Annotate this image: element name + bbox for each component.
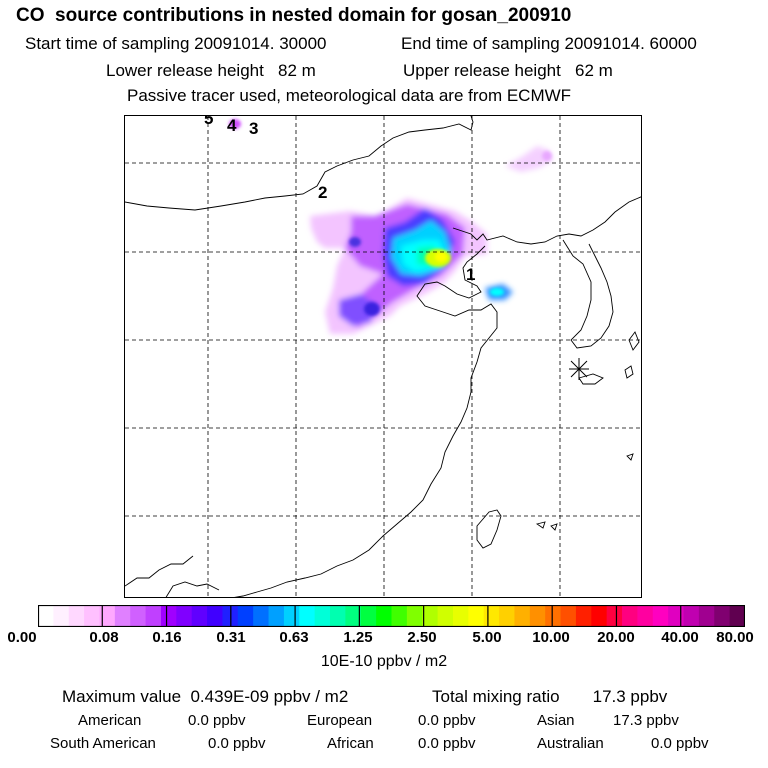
colorbar-cell [299,605,316,627]
colorbar-cell [68,605,85,627]
colorbar-cell [560,605,577,627]
colorbar-tick-label: 10.00 [532,629,570,646]
colorbar-cell [360,605,377,627]
colorbar-tick-label: 0.63 [279,629,309,646]
colorbar-cell [591,605,608,627]
region-european-name: European [307,712,373,729]
colorbar-tick-label: 0.16 [152,629,182,646]
colorbar-cell [160,605,177,627]
sampling-end-text: End time of sampling 20091014. 60000 [401,34,697,53]
map-panel: 1 2 3 4 5 [124,115,642,598]
colorbar-cell [345,605,362,627]
colorbar-cell [207,605,224,627]
colorbar-cell [683,605,700,627]
colorbar-cell [637,605,654,627]
lat-lon-grid [125,116,641,597]
tracer-note-text: Passive tracer used, meteorological data… [127,86,572,105]
trajectory-label-4: 4 [227,116,237,135]
region-australian-value: 0.0 ppbv [651,735,709,752]
colorbar-tick-label: 0.31 [216,629,246,646]
colorbar-cell [714,605,731,627]
region-american-name: American [78,712,142,729]
colorbar-tick-label: 5.00 [472,629,502,646]
map-canvas: 1 2 3 4 5 [125,116,641,597]
trajectory-label-5: 5 [204,116,213,128]
trajectory-label-3: 3 [249,119,258,138]
colorbar-cell [84,605,101,627]
colorbar-tick-label: 0.08 [89,629,119,646]
colorbar-cell [406,605,423,627]
colorbar-units: 10E-10 ppbv / m2 [320,653,448,670]
colorbar-cell [545,605,562,627]
colorbar-cell [606,605,623,627]
colorbar-cell [483,605,500,627]
colorbar-cell [422,605,439,627]
upper-release-text: Upper release height 62 m [403,61,613,80]
colorbar-cell [668,605,685,627]
region-american-value: 0.0 ppbv [188,712,246,729]
sampling-start-text: Start time of sampling 20091014. 30000 [25,34,327,53]
colorbar-cell [237,605,254,627]
colorbar-cell [314,605,331,627]
colorbar-cell [53,605,70,627]
trajectory-label-1: 1 [466,265,475,284]
region-south-american-name: South American [50,735,156,752]
region-european-value: 0.0 ppbv [418,712,476,729]
colorbar-cell [729,605,745,627]
colorbar-tick-labels: 0.00 0.08 0.16 0.31 0.63 1.25 2.50 5.00 … [0,629,768,649]
colorbar-cell [622,605,639,627]
colorbar-tick-label: 2.50 [407,629,437,646]
plot-title: CO source contributions in nested domain… [16,5,572,26]
colorbar-cell [376,605,393,627]
colorbar-tick-label: 0.00 [7,629,37,646]
colorbar-cell [499,605,516,627]
region-south-american-value: 0.0 ppbv [208,735,266,752]
colorbar-cell [575,605,592,627]
colorbar-cell [145,605,162,627]
colorbar-cell [99,605,116,627]
colorbar-cell [468,605,485,627]
region-australian-name: Australian [537,735,604,752]
colorbar-tick-label: 1.25 [343,629,373,646]
asterisk-star-icon [569,358,589,380]
total-mixing-ratio-text: Total mixing ratio 17.3 ppbv [432,687,668,706]
contribution-plume [229,119,553,334]
colorbar-cell [283,605,300,627]
colorbar-cell [391,605,408,627]
colorbar-cell [452,605,469,627]
colorbar-cell [38,605,54,627]
region-african-value: 0.0 ppbv [418,735,476,752]
region-african-name: African [327,735,374,752]
trajectory-label-2: 2 [318,183,327,202]
colorbar-cell [437,605,454,627]
colorbar-cell [698,605,715,627]
colorbar-cell [191,605,208,627]
region-asian-value: 17.3 ppbv [613,712,679,729]
maximum-value-text: Maximum value 0.439E-09 ppbv / m2 [62,687,349,706]
colorbar-tick-label: 80.00 [716,629,754,646]
colorbar-cell [176,605,193,627]
colorbar-cell [652,605,669,627]
colorbar-cell [268,605,285,627]
coastlines [125,116,641,597]
colorbar-cell [114,605,131,627]
colorbar-cell [514,605,531,627]
colorbar-tick-label: 20.00 [597,629,635,646]
colorbar-cell [253,605,270,627]
colorbar-cell [529,605,546,627]
colorbar-cell [330,605,346,627]
colorbar-tick-label: 40.00 [661,629,699,646]
region-asian-name: Asian [537,712,575,729]
colorbar-cell [130,605,147,627]
lower-release-text: Lower release height 82 m [106,61,316,80]
colorbar [38,605,745,627]
